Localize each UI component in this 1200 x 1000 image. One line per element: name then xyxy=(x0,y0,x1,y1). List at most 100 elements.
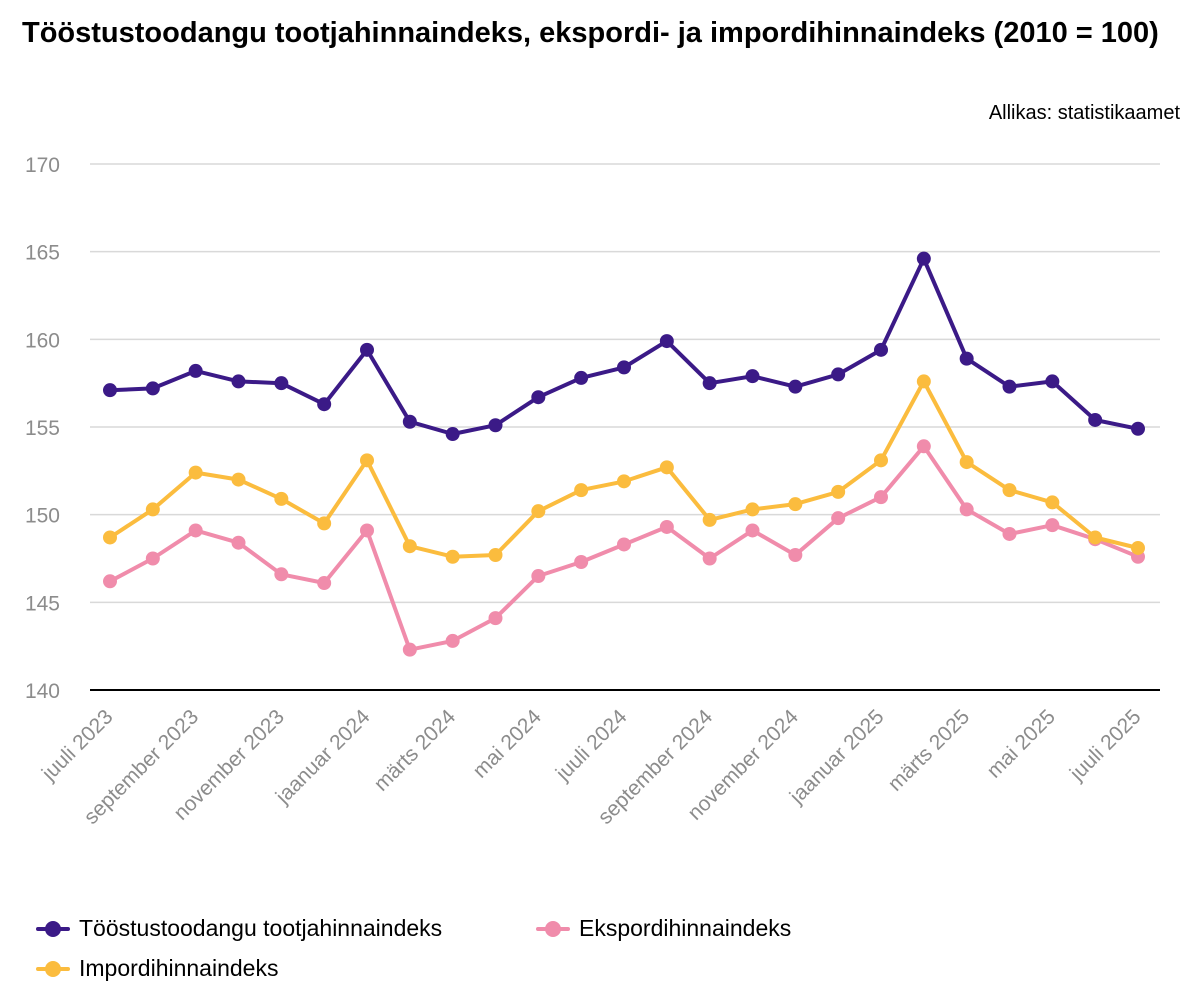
y-tick-label: 170 xyxy=(25,154,60,177)
data-point[interactable] xyxy=(702,376,717,391)
legend-swatch xyxy=(36,919,70,939)
data-point[interactable] xyxy=(145,502,160,517)
data-point[interactable] xyxy=(831,511,846,526)
data-point[interactable] xyxy=(916,251,931,266)
data-point[interactable] xyxy=(317,516,332,531)
data-point[interactable] xyxy=(1002,483,1017,498)
data-point[interactable] xyxy=(188,523,203,538)
line-chart: 140 145 150 155 160 165 170 juuli 2023septembe… xyxy=(25,154,1160,829)
data-point[interactable] xyxy=(103,574,117,589)
data-point[interactable] xyxy=(874,342,888,357)
data-point[interactable] xyxy=(1002,379,1017,394)
data-point[interactable] xyxy=(788,379,803,394)
data-point[interactable] xyxy=(574,555,589,570)
legend-item-1[interactable]: Tööstustoodangu tootjahinnaindeks xyxy=(36,915,442,942)
data-point[interactable] xyxy=(1002,526,1017,541)
data-point[interactable] xyxy=(831,367,846,382)
data-point[interactable] xyxy=(360,523,374,538)
data-point[interactable] xyxy=(317,576,332,591)
data-point[interactable] xyxy=(574,483,589,498)
data-point[interactable] xyxy=(488,547,503,562)
data-point[interactable] xyxy=(702,551,717,566)
series-line-3 xyxy=(103,374,1145,564)
data-point[interactable] xyxy=(445,549,460,564)
data-point[interactable] xyxy=(231,472,246,487)
data-point[interactable] xyxy=(274,491,289,506)
data-point[interactable] xyxy=(317,397,332,412)
data-point[interactable] xyxy=(145,381,160,396)
data-point[interactable] xyxy=(274,376,289,391)
legend-item-2[interactable]: Ekspordihinnaindeks xyxy=(536,915,791,942)
data-point[interactable] xyxy=(360,342,374,357)
data-point[interactable] xyxy=(1045,518,1060,533)
legend-label: Ekspordihinnaindeks xyxy=(579,915,792,941)
data-point[interactable] xyxy=(188,363,203,378)
data-point[interactable] xyxy=(745,369,760,384)
x-tick-label: juuli 2023 xyxy=(37,705,118,786)
data-point[interactable] xyxy=(360,453,374,468)
data-point[interactable] xyxy=(1088,530,1103,545)
data-point[interactable] xyxy=(103,530,117,545)
data-point[interactable] xyxy=(402,414,417,429)
data-point[interactable] xyxy=(445,633,460,648)
data-point[interactable] xyxy=(874,453,888,468)
data-point[interactable] xyxy=(531,504,546,519)
series-line-2 xyxy=(103,439,1145,657)
data-point[interactable] xyxy=(959,455,974,470)
data-point[interactable] xyxy=(959,502,974,517)
chart-title: Tööstustoodangu tootjahinnaindeks, ekspo… xyxy=(22,17,1159,49)
y-tick-label: 155 xyxy=(25,417,60,440)
data-point[interactable] xyxy=(1045,374,1060,389)
data-point[interactable] xyxy=(1131,421,1145,436)
data-point[interactable] xyxy=(231,374,246,389)
data-point[interactable] xyxy=(617,537,631,552)
data-point[interactable] xyxy=(488,418,503,433)
data-point[interactable] xyxy=(188,465,203,480)
series-path xyxy=(108,379,1140,559)
data-point[interactable] xyxy=(617,474,631,489)
data-point[interactable] xyxy=(402,539,417,554)
data-point[interactable] xyxy=(488,611,503,626)
series-line-1 xyxy=(103,251,1145,442)
data-point[interactable] xyxy=(145,551,160,566)
data-point[interactable] xyxy=(103,383,117,398)
x-tick-label: märts 2025 xyxy=(884,705,975,796)
data-point[interactable] xyxy=(959,351,974,366)
data-point[interactable] xyxy=(231,535,246,550)
x-tick-label: märts 2024 xyxy=(370,705,461,796)
data-point[interactable] xyxy=(745,523,760,538)
data-point[interactable] xyxy=(788,497,803,512)
x-tick-label: juuli 2024 xyxy=(551,705,632,786)
data-point[interactable] xyxy=(574,370,589,385)
x-tick-label: juuli 2025 xyxy=(1065,705,1146,786)
legend-swatch xyxy=(536,919,570,939)
data-point[interactable] xyxy=(874,490,888,505)
x-tick-label: mai 2025 xyxy=(983,705,1060,782)
legend-item-3[interactable]: Impordihinnaindeks xyxy=(36,955,278,982)
data-point[interactable] xyxy=(659,460,674,475)
data-point[interactable] xyxy=(445,427,460,442)
y-tick-label: 150 xyxy=(25,505,60,528)
data-point[interactable] xyxy=(916,374,931,389)
data-point[interactable] xyxy=(745,502,760,517)
data-point[interactable] xyxy=(916,439,931,454)
data-point[interactable] xyxy=(659,334,674,349)
data-point[interactable] xyxy=(402,642,417,657)
series-path xyxy=(108,256,1140,436)
data-point[interactable] xyxy=(659,519,674,534)
data-point[interactable] xyxy=(274,567,289,582)
data-point[interactable] xyxy=(1045,495,1060,510)
data-point[interactable] xyxy=(531,390,546,405)
data-point[interactable] xyxy=(788,547,803,562)
data-point[interactable] xyxy=(831,484,846,499)
gridlines xyxy=(90,163,1160,691)
data-point[interactable] xyxy=(1088,412,1103,427)
data-point[interactable] xyxy=(702,512,717,527)
legend-swatch xyxy=(36,959,70,979)
y-tick-label: 140 xyxy=(25,680,60,703)
data-point[interactable] xyxy=(531,569,546,584)
legend-label: Impordihinnaindeks xyxy=(79,955,279,981)
data-point[interactable] xyxy=(617,360,631,375)
data-point[interactable] xyxy=(1131,540,1145,555)
